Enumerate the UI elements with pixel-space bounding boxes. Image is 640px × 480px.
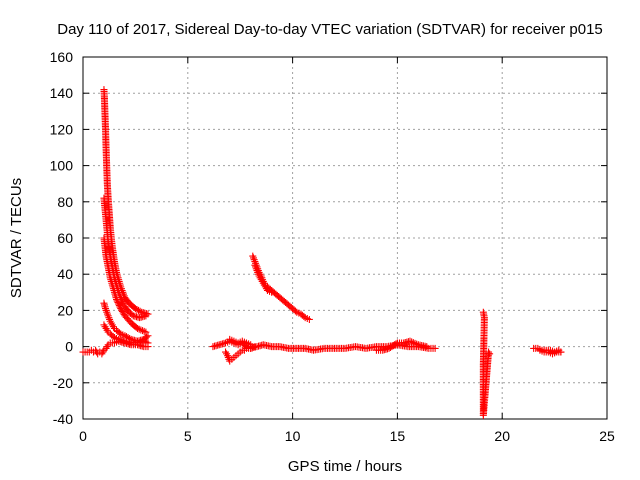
data-point: [118, 307, 126, 315]
y-tick-label: -20: [53, 375, 73, 391]
data-point: [251, 343, 259, 351]
y-tick-label: 80: [57, 194, 73, 210]
data-point: [142, 328, 150, 336]
data-point: [136, 307, 144, 315]
data-point: [143, 333, 151, 341]
data-point: [113, 296, 121, 304]
data-point: [142, 312, 150, 320]
data-point: [113, 297, 121, 305]
data-point: [268, 288, 276, 296]
data-point: [116, 303, 124, 311]
data-point: [409, 339, 417, 347]
data-point: [305, 315, 313, 323]
chart-title: Day 110 of 2017, Sidereal Day-to-day VTE…: [57, 21, 603, 38]
x-axis-label: GPS time / hours: [288, 458, 402, 475]
y-tick-label: 40: [57, 266, 73, 282]
y-axis-label: SDTVAR / TECUs: [8, 178, 25, 298]
x-tick-label: 20: [494, 428, 510, 444]
y-tick-label: -40: [53, 411, 73, 427]
data-point: [115, 302, 123, 310]
data-point: [115, 300, 123, 308]
data-point: [128, 311, 136, 319]
data-point: [117, 305, 125, 313]
y-tick-label: 0: [65, 339, 73, 355]
y-tick-label: 120: [50, 121, 74, 137]
x-tick-label: 10: [285, 428, 301, 444]
x-tick-label: 15: [390, 428, 406, 444]
data-point: [133, 325, 141, 332]
data-point: [139, 327, 147, 335]
data-point: [144, 343, 152, 351]
data-point: [119, 309, 127, 317]
x-tick-label: 0: [79, 428, 87, 444]
data-point: [557, 348, 565, 356]
data-point: [99, 348, 107, 356]
axis-ticks: 0 5 10 15 20 25 -40 -20 0 20 40 60 80 100 120 140 160: [50, 49, 615, 444]
data-point: [135, 325, 143, 333]
x-tick-label: 25: [599, 428, 615, 444]
data-point: [423, 343, 431, 351]
data-point: [140, 327, 148, 335]
data-point: [406, 337, 414, 345]
y-tick-label: 60: [57, 230, 73, 246]
y-tick-label: 20: [57, 302, 73, 318]
y-tick-label: 140: [50, 85, 74, 101]
data-point: [137, 326, 145, 334]
data-point: [408, 338, 416, 346]
data-point: [118, 306, 126, 314]
y-tick-label: 160: [50, 49, 74, 65]
data-point: [114, 299, 122, 307]
grid: [83, 57, 607, 419]
data-point: [103, 343, 111, 351]
data-point: [247, 341, 255, 349]
data-point: [144, 332, 152, 340]
data-point: [486, 350, 494, 358]
data-point: [413, 340, 421, 348]
x-tick-label: 5: [184, 428, 192, 444]
data-point: [392, 340, 400, 348]
y-tick-label: 100: [50, 158, 74, 174]
data-points: [79, 86, 565, 419]
data-point: [431, 344, 439, 352]
data-point: [411, 339, 419, 347]
